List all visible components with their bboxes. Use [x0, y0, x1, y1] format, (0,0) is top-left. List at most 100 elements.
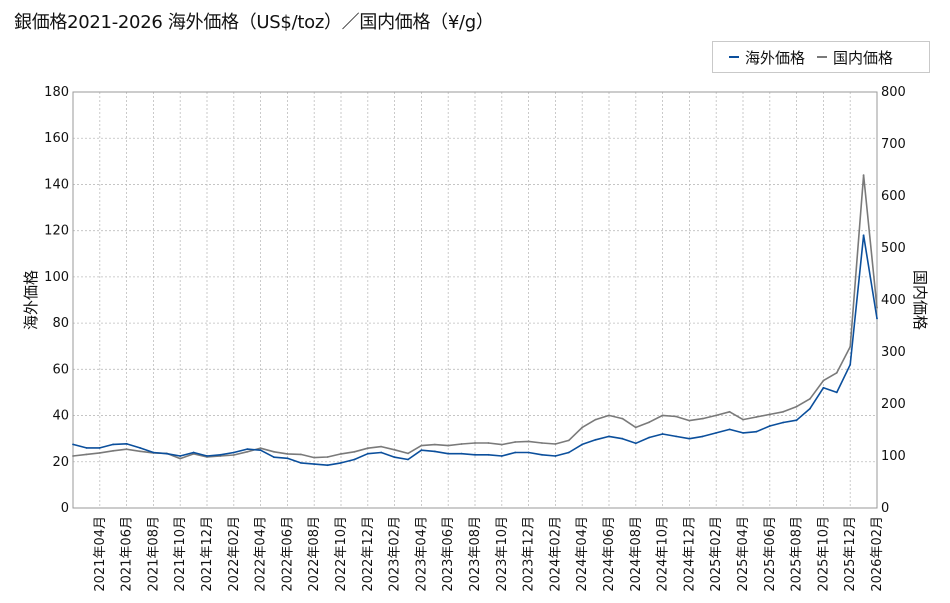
y-right-tick-label: 800: [881, 85, 906, 100]
overseas-point: [447, 452, 450, 455]
overseas-point: [795, 419, 798, 422]
x-tick-label: 2024年02月: [548, 516, 563, 592]
domestic-point: [541, 442, 543, 444]
right-axis-title: 国内価格: [911, 270, 929, 330]
domestic-point: [85, 453, 88, 456]
overseas-point: [286, 457, 289, 460]
x-tick-label: 2021年04月: [93, 516, 108, 592]
domestic-point: [782, 410, 785, 413]
domestic-point: [876, 306, 878, 309]
domestic-point: [299, 453, 302, 456]
overseas-point: [393, 456, 396, 459]
x-tick-label: 2024年06月: [602, 516, 617, 592]
domestic-point: [715, 414, 718, 417]
y-right-tick-label: 500: [881, 241, 906, 256]
y-right-tick-label: 700: [881, 137, 906, 152]
domestic-point: [447, 444, 450, 447]
domestic-point: [701, 417, 704, 420]
domestic-point: [366, 447, 369, 450]
x-tick-label: 2024年10月: [656, 516, 671, 592]
domestic-point: [474, 442, 476, 444]
overseas-point: [380, 451, 383, 454]
domestic-point: [125, 448, 128, 451]
overseas-point: [621, 437, 624, 440]
domestic-point: [420, 444, 423, 447]
y-left-tick-label: 20: [52, 455, 69, 470]
y-left-tick-label: 140: [44, 177, 69, 192]
y-right-tick-label: 0: [881, 501, 889, 516]
y-right-tick-label: 600: [881, 189, 906, 204]
overseas-point: [433, 450, 436, 453]
x-tick-label: 2022年08月: [307, 516, 322, 592]
overseas-point: [554, 455, 557, 457]
overseas-point: [862, 234, 865, 237]
overseas-point: [85, 447, 88, 449]
domestic-point: [608, 414, 610, 417]
overseas-point: [353, 458, 356, 461]
overseas-point: [648, 436, 651, 439]
overseas-point: [206, 455, 208, 457]
overseas-swatch-icon: [729, 56, 739, 58]
domestic-point: [433, 443, 436, 446]
x-tick-label: 2022年04月: [254, 516, 269, 592]
legend-label-domestic: 国内価格: [833, 48, 894, 67]
domestic-point: [353, 450, 356, 453]
domestic-point: [500, 443, 503, 446]
x-tick-label: 2023年02月: [388, 516, 403, 592]
domestic-point: [768, 413, 771, 416]
domestic-point: [340, 453, 342, 455]
overseas-point: [661, 433, 664, 435]
overseas-point: [246, 448, 249, 450]
x-tick-label: 2025年08月: [790, 516, 805, 592]
y-right-tick-label: 100: [881, 449, 906, 464]
y-right-tick-label: 400: [881, 293, 906, 308]
x-tick-label: 2021年06月: [120, 516, 135, 592]
overseas-point: [474, 453, 476, 456]
domestic-point: [393, 448, 396, 451]
overseas-point: [259, 449, 262, 452]
overseas-point: [809, 407, 811, 410]
overseas-point: [165, 452, 168, 455]
overseas-point: [152, 451, 155, 454]
overseas-point: [755, 430, 758, 433]
domestic-point: [567, 439, 570, 442]
overseas-point: [98, 447, 101, 449]
y-right-tick-label: 300: [881, 345, 906, 360]
overseas-point: [125, 442, 128, 445]
domestic-point: [514, 441, 517, 443]
overseas-point: [876, 317, 878, 320]
domestic-point: [326, 456, 329, 458]
domestic-point: [742, 418, 744, 421]
overseas-point: [500, 455, 503, 457]
domestic-point: [179, 457, 182, 460]
overseas-point: [487, 453, 490, 456]
x-tick-label: 2025年02月: [709, 516, 724, 592]
overseas-point: [72, 443, 74, 446]
domestic-point: [728, 410, 731, 413]
domestic-point: [286, 453, 289, 455]
legend-item-domestic[interactable]: 国内価格: [817, 47, 893, 68]
overseas-point: [782, 421, 785, 424]
overseas-point: [715, 432, 718, 434]
x-tick-label: 2023年06月: [441, 516, 456, 592]
overseas-point: [313, 463, 316, 465]
domestic-point: [112, 449, 115, 452]
x-tick-label: 2024年08月: [629, 516, 644, 592]
domestic-point: [139, 450, 141, 453]
x-tick-label: 2022年02月: [227, 516, 242, 592]
legend-item-overseas[interactable]: 海外価格: [729, 47, 805, 68]
left-axis-title: 海外価格: [22, 270, 40, 330]
x-tick-label: 2022年12月: [361, 516, 376, 592]
overseas-point: [420, 449, 423, 452]
x-axis: 2021年04月 2021年06月 2021年08月 2021年10月 2021年12月…: [93, 516, 885, 592]
domestic-point: [675, 415, 677, 418]
x-tick-label: 2026年02月: [870, 516, 885, 592]
overseas-point: [514, 451, 517, 454]
overseas-point: [299, 462, 302, 464]
x-tick-label: 2022年06月: [280, 516, 295, 592]
domestic-point: [487, 442, 490, 444]
y-right-tick-label: 200: [881, 397, 906, 412]
y-left-tick-label: 120: [44, 224, 69, 239]
chart-title: 銀価格2021-2026 海外価格（US$/toz）／国内価格（¥/g）: [14, 12, 494, 33]
y-left-tick-label: 0: [61, 501, 69, 516]
